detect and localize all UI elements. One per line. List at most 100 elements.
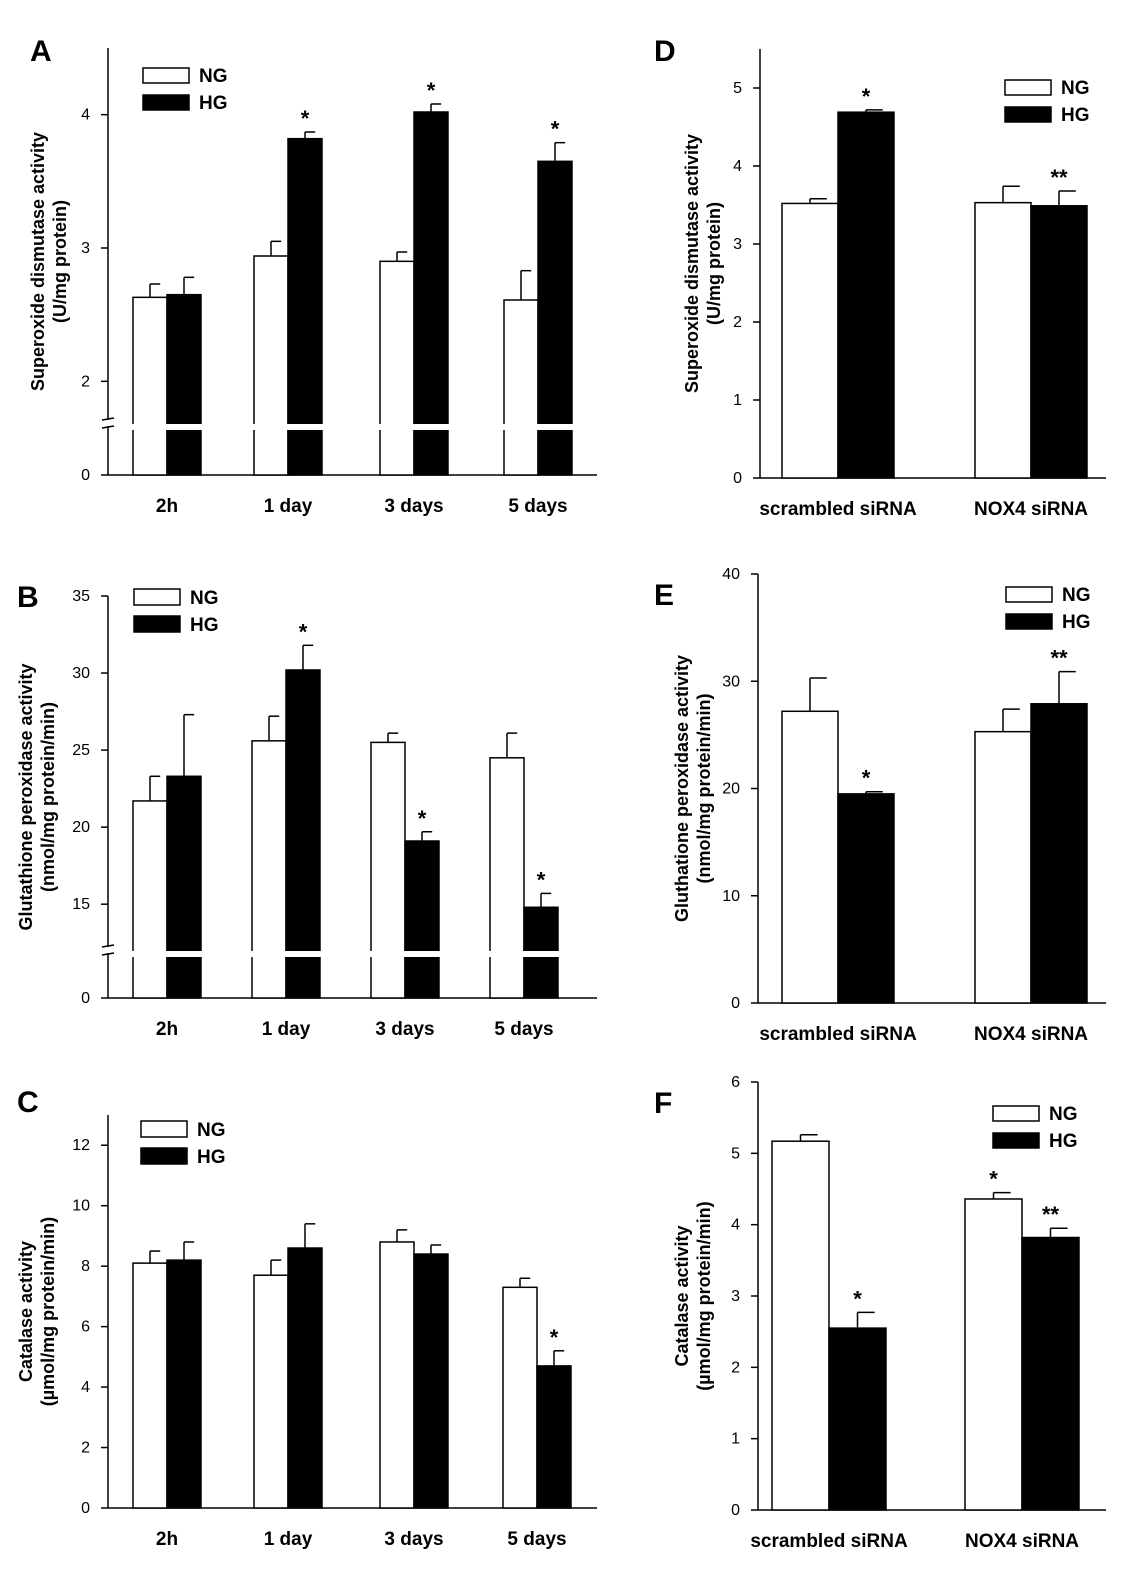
y-axis-label: (µmol/mg protein/min) (694, 1201, 714, 1390)
y-tick-label: 20 (72, 819, 90, 836)
legend-label: NG (1049, 1104, 1078, 1125)
category-label: 3 days (384, 496, 443, 517)
significance-marker: ** (1050, 646, 1068, 671)
legend-swatch-hg (133, 615, 181, 633)
bar-hg (537, 160, 573, 476)
category-label: 3 days (384, 1529, 443, 1550)
legend-label: NG (190, 588, 219, 609)
y-tick-label: 1 (733, 392, 742, 409)
bar-hg (166, 1259, 202, 1509)
significance-marker: ** (1042, 1202, 1060, 1227)
legend: NG HG (142, 66, 228, 114)
y-tick-label: 40 (722, 566, 740, 583)
category-label: NOX4 siRNA (974, 499, 1088, 520)
y-tick-label: 0 (731, 995, 740, 1012)
y-tick-label: 6 (81, 1319, 90, 1336)
panel-e: E 0 10 20 30 40 Gluthatione peroxidase activit… (654, 566, 1106, 1045)
legend-label: NG (1062, 585, 1091, 606)
category-label: 2h (156, 1019, 178, 1040)
axis-break-mark (101, 944, 115, 948)
significance-marker: * (862, 84, 871, 109)
legend-label: NG (199, 66, 228, 87)
y-tick-label: 4 (733, 158, 742, 175)
legend-swatch-hg (142, 94, 190, 111)
y-axis-label: (nmol/mg protein/min) (694, 694, 714, 884)
y-axis-label: Catalase activity (672, 1225, 692, 1366)
y-tick-label: 5 (733, 80, 742, 97)
y-axis-label: (U/mg protein) (704, 202, 724, 325)
bar-ng (974, 730, 1032, 1004)
y-tick-label: 10 (72, 1198, 90, 1215)
y-axis-label: (µmol/mg protein/min) (38, 1217, 58, 1406)
y-tick-label: 2 (81, 1440, 90, 1457)
bar-hg (413, 1253, 449, 1509)
bar-ng (370, 741, 406, 999)
bar-hg (536, 1365, 572, 1509)
bar-break-gap (489, 951, 525, 957)
bar-ng (251, 740, 287, 999)
significance-marker: * (301, 106, 310, 131)
legend: NG HG (140, 1120, 226, 1168)
bar-ng (781, 710, 839, 1004)
significance-marker: * (989, 1167, 998, 1192)
bar-hg (828, 1327, 887, 1511)
bar-break-gap (370, 951, 406, 957)
axis-break-mark (101, 417, 115, 421)
y-tick-label: 3 (731, 1288, 740, 1305)
legend-label: NG (1061, 78, 1090, 99)
legend-swatch-hg (992, 1132, 1040, 1149)
y-tick-label: 10 (722, 888, 740, 905)
bar-ng (132, 1262, 168, 1509)
significance-marker: * (862, 766, 871, 791)
legend-label: HG (1049, 1131, 1078, 1152)
panel-d: D 0 1 2 3 4 5 Superoxide dismutase activity (U/m… (654, 35, 1106, 520)
bar-hg (413, 111, 449, 476)
significance-marker: * (853, 1286, 862, 1311)
legend-label: HG (190, 615, 219, 636)
y-axis-label: Superoxide dismutase activity (682, 134, 702, 393)
legend-label: HG (197, 1147, 226, 1168)
bar-break-gap (379, 424, 415, 430)
bar-break-gap (503, 424, 539, 430)
y-axis-label: (nmol/mg protein/min) (38, 702, 58, 892)
y-axis-label: Gluthatione peroxidase activity (672, 655, 692, 922)
bar-hg (1030, 703, 1088, 1004)
bar-hg (404, 840, 440, 999)
bar-hg (837, 793, 895, 1004)
bar-break-gap (166, 951, 202, 957)
y-tick-label: 20 (722, 781, 740, 798)
y-axis-label: Superoxide dismutase activity (28, 132, 48, 391)
legend-swatch-ng (140, 1120, 188, 1138)
legend-label: HG (1062, 612, 1091, 633)
category-label: 1 day (264, 1529, 313, 1550)
category-label: 2h (156, 496, 178, 517)
y-axis-label: Catalase activity (16, 1241, 36, 1382)
bar-ng (132, 296, 168, 476)
y-tick-label: 1 (731, 1431, 740, 1448)
axis-break-mark (101, 952, 115, 956)
y-tick-label: 12 (72, 1137, 90, 1154)
bar-break-gap (537, 424, 573, 430)
category-label: 5 days (507, 1529, 566, 1550)
y-axis-label: (U/mg protein) (50, 200, 70, 323)
bar-ng (503, 299, 539, 476)
bar-hg (287, 137, 323, 476)
y-tick-label: 15 (72, 896, 90, 913)
y-tick-label: 2 (733, 314, 742, 331)
bar-break-gap (413, 424, 449, 430)
category-label: scrambled siRNA (759, 1024, 917, 1045)
category-label: 3 days (375, 1019, 434, 1040)
y-tick-label: 0 (731, 1502, 740, 1519)
y-tick-label: 25 (72, 742, 90, 759)
category-label: NOX4 siRNA (965, 1531, 1079, 1552)
y-tick-label: 3 (81, 240, 90, 257)
legend-label: HG (1061, 105, 1090, 126)
bar-break-gap (253, 424, 289, 430)
category-label: 5 days (508, 496, 567, 517)
legend-swatch-ng (1004, 79, 1052, 96)
legend-swatch-ng (992, 1105, 1040, 1122)
significance-marker: ** (1050, 165, 1068, 190)
bar-break-gap (251, 951, 287, 957)
bar-ng (379, 1241, 415, 1509)
